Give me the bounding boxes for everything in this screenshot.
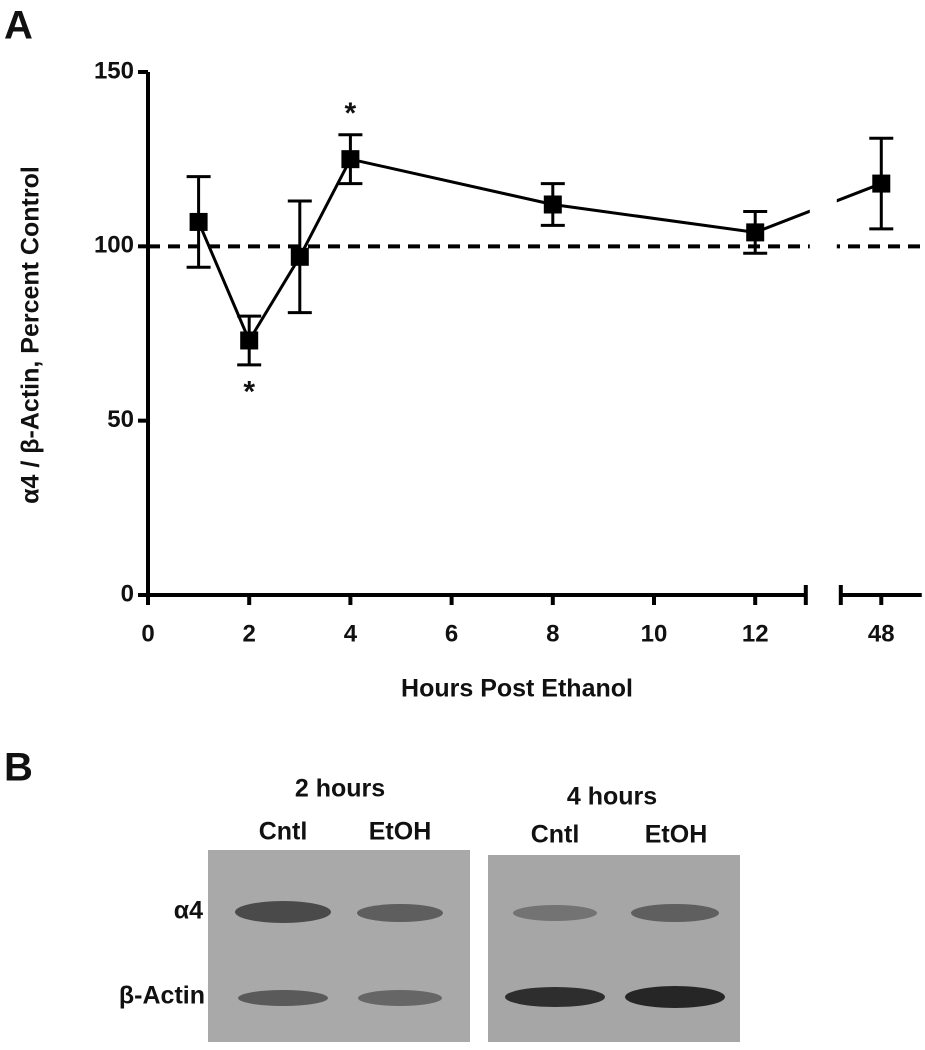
annotation: * (345, 97, 357, 130)
band (235, 901, 331, 923)
y-tick-label: 150 (94, 57, 134, 84)
band (513, 905, 597, 921)
blot-panel (488, 855, 740, 1042)
data-point (290, 247, 309, 266)
panel-label: B (4, 746, 33, 790)
row-label: β-Actin (119, 982, 205, 1010)
band (358, 990, 442, 1006)
x-tick-label: 48 (868, 620, 895, 647)
x-tick-label: 2 (243, 620, 256, 647)
y-tick-label: 100 (94, 232, 134, 259)
blot-group-title: 4 hours (567, 783, 657, 811)
lane-label: EtOH (369, 818, 432, 846)
data-point (189, 212, 208, 231)
blot-group-title: 2 hours (295, 775, 385, 803)
band (625, 986, 725, 1008)
band (631, 904, 719, 922)
data-point (746, 223, 765, 242)
x-tick-label: 8 (546, 620, 559, 647)
annotation: * (243, 376, 255, 409)
band (505, 987, 605, 1007)
x-axis-label: Hours Post Ethanol (401, 675, 633, 703)
lane-label: EtOH (645, 821, 708, 849)
panel-label: A (4, 4, 33, 48)
data-point (872, 174, 891, 193)
band (238, 990, 328, 1006)
y-tick-label: 0 (121, 580, 134, 607)
blot-panel (208, 850, 470, 1042)
row-label: α4 (174, 897, 203, 925)
y-axis-label: α4 / β-Actin, Percent Control (17, 166, 45, 504)
western-blot: 2 hours 4 hours Cntl EtOH Cntl EtOH α4 β… (119, 775, 740, 1042)
x-tick-label: 6 (445, 620, 458, 647)
data-point (543, 195, 562, 214)
band (357, 904, 443, 922)
x-tick-label: 12 (742, 620, 769, 647)
data-point (341, 150, 360, 169)
axis-break-gap (809, 62, 837, 585)
lane-label: Cntl (531, 821, 580, 849)
x-tick-label: 10 (641, 620, 668, 647)
lane-label: Cntl (259, 818, 308, 846)
data-point (240, 331, 259, 350)
x-tick-label: 4 (344, 620, 358, 647)
y-tick-label: 50 (107, 406, 134, 433)
x-tick-label: 0 (141, 620, 154, 647)
